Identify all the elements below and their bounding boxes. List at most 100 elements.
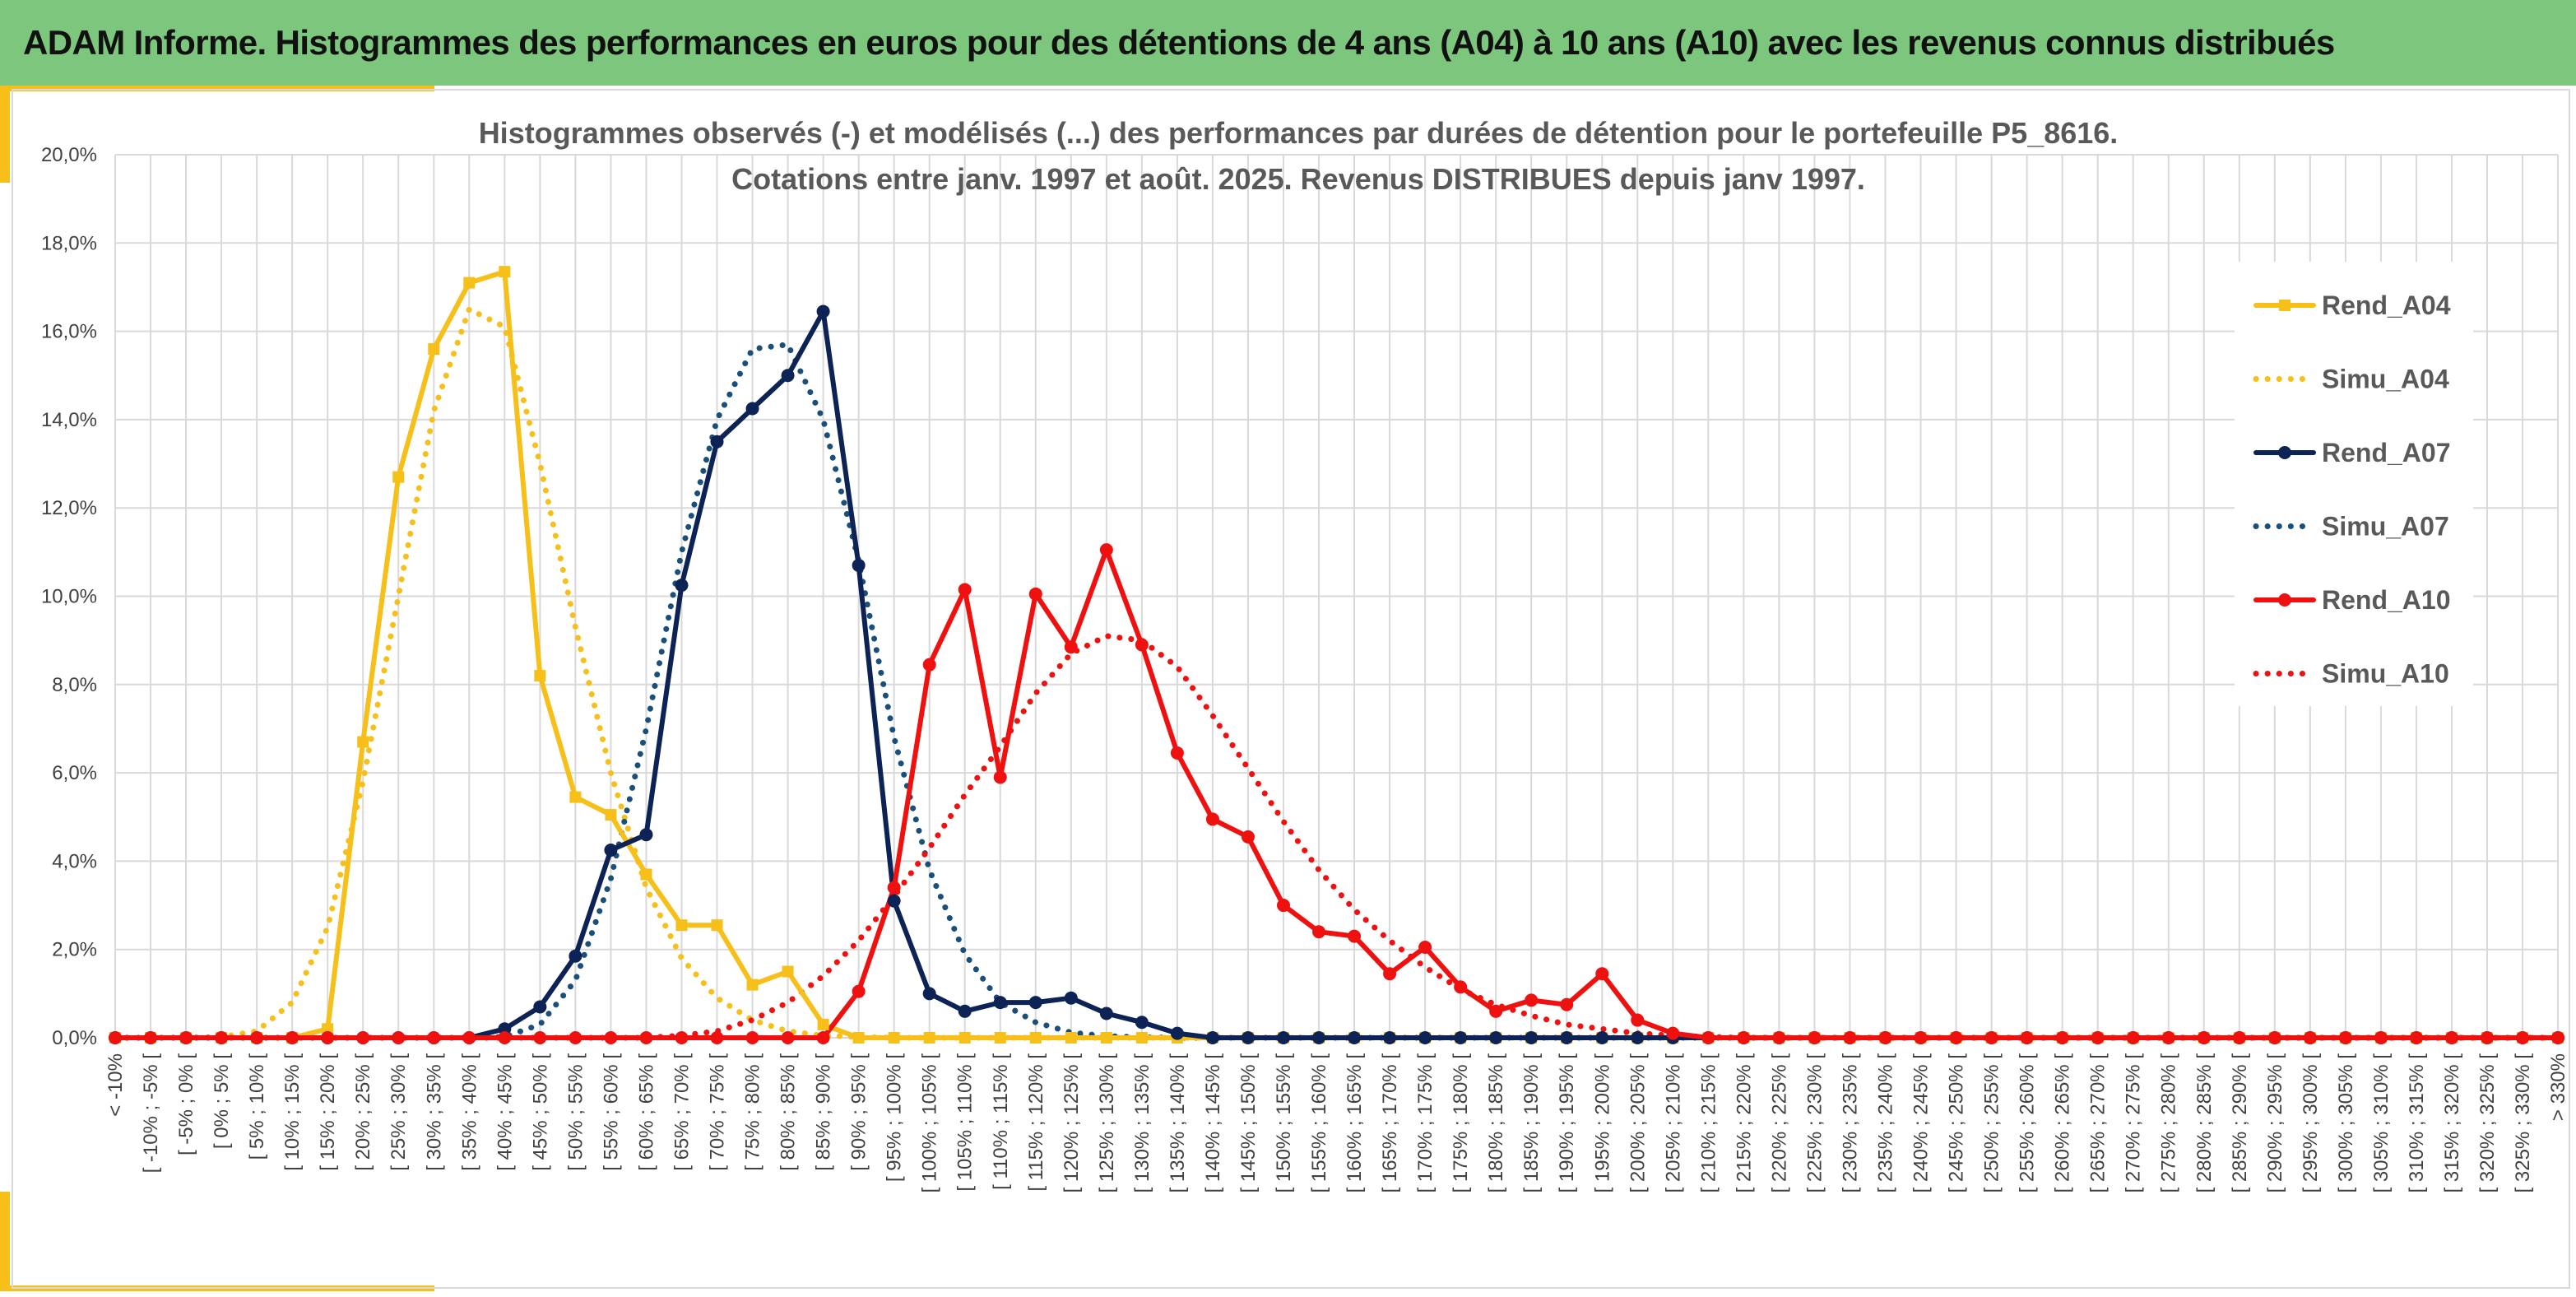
data-point	[1914, 1031, 1928, 1044]
x-axis-ticks: < -10% [ -10% ; -5% [[ -5% ; 0% [[ 0% ; 5…	[104, 1053, 2569, 1193]
x-tick-label: [ 55% ; 60% [	[600, 1053, 622, 1171]
data-point	[1348, 929, 1362, 943]
data-point	[994, 1032, 1006, 1044]
data-point	[1631, 1031, 1645, 1044]
data-point	[1808, 1031, 1822, 1044]
data-point	[356, 1031, 370, 1044]
series-line-simu-a04	[112, 306, 2561, 1041]
data-point	[1418, 1031, 1432, 1044]
data-point	[1099, 543, 1113, 557]
x-tick-label: [ 200% ; 205% [	[1627, 1053, 1649, 1193]
data-point	[639, 1031, 653, 1044]
data-point	[1560, 997, 1574, 1011]
data-point	[1312, 925, 1326, 939]
legend-item-simu-a04: Simu_A04	[2253, 365, 2449, 394]
x-tick-label: [ 135% ; 140% [	[1167, 1053, 1189, 1193]
data-point	[852, 1032, 865, 1044]
data-point	[1878, 1031, 1892, 1044]
x-tick-label: [ 150% ; 155% [	[1273, 1053, 1295, 1193]
data-point	[675, 919, 688, 932]
data-point	[2232, 1031, 2246, 1044]
x-tick-label: [ 10% ; 15% [	[281, 1053, 304, 1171]
data-point	[710, 435, 724, 449]
data-point	[569, 949, 583, 963]
data-point	[215, 1031, 229, 1044]
legend-box	[2235, 262, 2473, 706]
data-point	[569, 1031, 583, 1044]
data-point	[2374, 1031, 2388, 1044]
x-tick-label: [ 100% ; 105% [	[919, 1053, 941, 1193]
y-tick-label: 4,0%	[52, 850, 97, 872]
data-point	[2516, 1031, 2530, 1044]
legend-marker	[2278, 593, 2291, 607]
data-point	[1135, 1032, 1148, 1044]
x-tick-label: [ 300% ; 305% [	[2335, 1053, 2357, 1193]
legend-marker	[2278, 446, 2291, 459]
y-tick-label: 6,0%	[52, 762, 97, 784]
data-point	[2481, 1031, 2495, 1044]
data-point	[745, 1031, 759, 1044]
data-point	[781, 369, 795, 383]
x-tick-label: [ 115% ; 120% [	[1025, 1053, 1047, 1192]
legend-label: Simu_A10	[2322, 659, 2449, 689]
data-point	[1383, 967, 1397, 981]
x-tick-label: [ 260% ; 265% [	[2052, 1053, 2074, 1193]
legend-item-simu-a07: Simu_A07	[2253, 512, 2449, 542]
x-tick-label: [ 205% ; 210% [	[1662, 1053, 1684, 1193]
x-tick-label: [ 120% ; 125% [	[1061, 1053, 1083, 1193]
x-tick-label: [ 310% ; 315% [	[2406, 1053, 2428, 1193]
x-tick-label: [ 155% ; 160% [	[1308, 1053, 1330, 1193]
x-tick-label: [ 250% ; 255% [	[1981, 1053, 2003, 1193]
data-point	[1701, 1031, 1715, 1044]
data-point	[2267, 1031, 2281, 1044]
data-point	[2091, 1031, 2105, 1044]
data-point	[1241, 830, 1255, 844]
series-layer	[109, 266, 2565, 1044]
data-point	[1843, 1031, 1857, 1044]
data-point	[1772, 1031, 1786, 1044]
data-point	[1560, 1031, 1574, 1044]
data-point	[109, 1031, 122, 1044]
data-point	[1631, 1013, 1645, 1027]
data-point	[816, 1031, 830, 1044]
legend-item-rend-a04: Rend_A04	[2253, 291, 2451, 320]
x-tick-label: [ 220% ; 225% [	[1768, 1053, 1790, 1193]
x-tick-label: [ 190% ; 195% [	[1556, 1053, 1578, 1193]
data-point	[392, 471, 405, 483]
data-point	[887, 881, 901, 895]
data-point	[2444, 1031, 2458, 1044]
data-point	[1276, 1031, 1290, 1044]
data-point	[1064, 640, 1078, 654]
data-point	[1100, 1032, 1112, 1044]
data-point	[1737, 1031, 1751, 1044]
x-tick-label: [ 215% ; 220% [	[1733, 1053, 1755, 1193]
data-point	[1489, 1004, 1503, 1018]
x-tick-label: [ 320% ; 325% [	[2476, 1053, 2499, 1193]
data-point	[357, 736, 369, 748]
data-point	[1205, 1031, 1219, 1044]
series-line-simu-a10	[112, 633, 2561, 1041]
x-tick-label: [ 280% ; 285% [	[2193, 1053, 2216, 1193]
data-point	[2338, 1031, 2352, 1044]
data-point	[1489, 1031, 1503, 1044]
x-tick-label: [ 25% ; 30% [	[388, 1053, 410, 1171]
data-point	[1135, 1016, 1149, 1030]
data-point	[1205, 812, 1219, 826]
data-point	[462, 1031, 476, 1044]
data-point	[1064, 991, 1078, 1005]
data-point	[1170, 1026, 1184, 1040]
data-point	[1454, 980, 1468, 994]
accent-bar-top-left	[0, 86, 10, 183]
x-tick-label: [ 175% ; 180% [	[1450, 1053, 1472, 1193]
data-point	[533, 1031, 547, 1044]
x-tick-label: [ 185% ; 190% [	[1520, 1053, 1543, 1193]
y-tick-label: 0,0%	[52, 1027, 97, 1049]
data-point	[604, 1031, 618, 1044]
x-tick-label: [ 295% ; 300% [	[2300, 1053, 2322, 1193]
data-point	[675, 579, 689, 593]
data-point	[534, 670, 546, 682]
y-tick-label: 2,0%	[52, 939, 97, 961]
grid-layer	[114, 154, 2560, 1039]
legend-marker	[2279, 300, 2291, 311]
y-tick-label: 8,0%	[52, 674, 97, 696]
